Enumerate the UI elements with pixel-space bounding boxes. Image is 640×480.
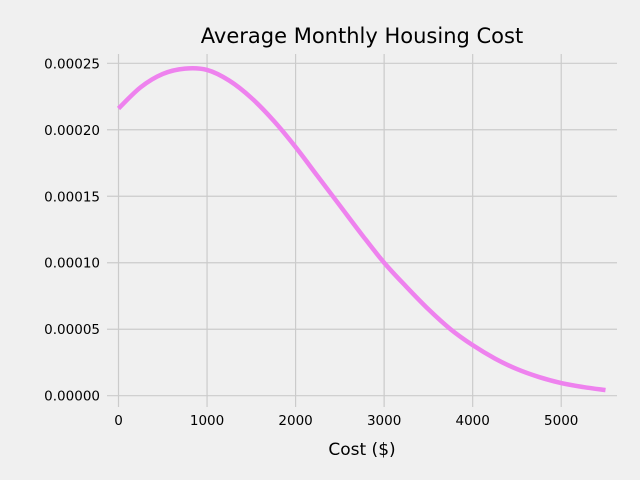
x-tick-label: 0 (114, 413, 123, 429)
x-tick-label: 1000 (190, 413, 224, 429)
y-tick-label: 0.00010 (44, 256, 100, 272)
x-tick-label: 4000 (455, 413, 489, 429)
y-tick-label: 0.00000 (44, 389, 100, 405)
grid (107, 54, 617, 407)
plot-area (116, 65, 606, 393)
x-tick-label: 3000 (367, 413, 401, 429)
x-tick-label: 2000 (278, 413, 312, 429)
y-tick-label: 0.00005 (44, 322, 100, 338)
x-axis-title: Cost ($) (328, 440, 395, 460)
y-axis: 0.00000 0.00005 0.00010 0.00015 0.00020 0.000… (44, 56, 100, 404)
chart-title: Average Monthly Housing Cost (201, 24, 523, 48)
y-tick-label: 0.00020 (44, 123, 100, 139)
x-tick-label: 5000 (544, 413, 578, 429)
series-line (116, 65, 606, 393)
x-axis: 0 1000 2000 3000 4000 5000 (114, 413, 578, 429)
y-tick-label: 0.00025 (44, 56, 100, 72)
y-tick-label: 0.00015 (44, 189, 100, 205)
